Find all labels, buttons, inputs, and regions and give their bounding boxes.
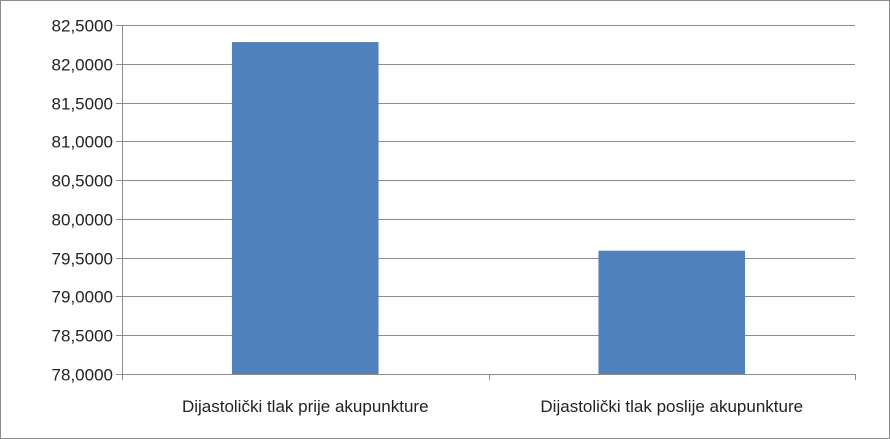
y-tick-label: 78,5000 xyxy=(52,327,113,346)
y-tick-label: 81,5000 xyxy=(52,95,113,114)
x-category-label: Dijastolički tlak poslije akupunkture xyxy=(540,397,803,416)
bar xyxy=(231,42,379,374)
y-tick-label: 78,0000 xyxy=(52,366,113,385)
bars xyxy=(231,42,746,374)
x-category-label: Dijastolički tlak prije akupunkture xyxy=(182,397,429,416)
category-labels: Dijastolički tlak prije akupunkture Dijas… xyxy=(182,397,803,416)
y-tick-label: 80,0000 xyxy=(52,211,113,230)
y-tick-label: 79,5000 xyxy=(52,250,113,269)
y-tick-label: 80,5000 xyxy=(52,172,113,191)
bar xyxy=(598,250,746,374)
y-tick-label: 81,0000 xyxy=(52,133,113,152)
axes xyxy=(122,25,856,380)
y-tick-label: 82,0000 xyxy=(52,56,113,75)
y-tick-labels: 78,0000 78,5000 79,0000 79,5000 80,0000 80,50… xyxy=(52,17,113,385)
y-tick-label: 79,0000 xyxy=(52,288,113,307)
y-tick-label: 82,5000 xyxy=(52,17,113,36)
